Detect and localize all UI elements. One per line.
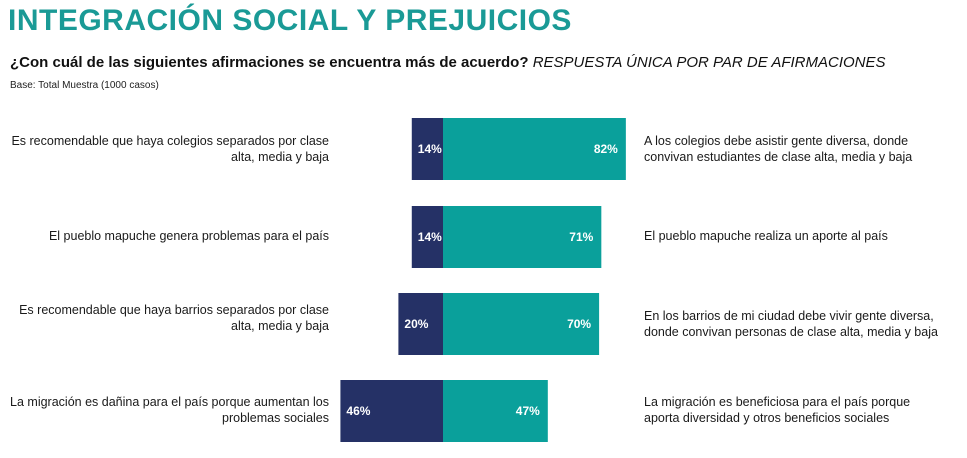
bar-right-3 [443, 293, 600, 355]
bar-right-4 [443, 380, 548, 442]
right-statement-2: El pueblo mapuche realiza un aporte al p… [644, 229, 888, 243]
data-label-right-2: 71% [569, 230, 593, 244]
right-statement-4: La migración es beneficiosa para el país… [644, 395, 911, 425]
data-label-right-3: 70% [567, 317, 591, 331]
page-title: INTEGRACIÓN SOCIAL Y PREJUICIOS [8, 4, 572, 37]
left-statement-1: Es recomendable que haya colegios separa… [11, 134, 329, 164]
data-label-left-4: 46% [346, 404, 370, 418]
data-label-left-1: 14% [418, 142, 442, 156]
bar-right-2 [443, 206, 602, 268]
question-note: RESPUESTA ÚNICA POR PAR DE AFIRMACIONES [532, 54, 886, 71]
question-text: ¿Con cuál de las siguientes afirmaciones… [10, 54, 529, 71]
data-label-right-4: 47% [516, 404, 540, 418]
bar-left-4 [340, 380, 443, 442]
left-statement-3: Es recomendable que haya barrios separad… [19, 303, 329, 333]
bar-left-3 [398, 293, 443, 355]
sample-base-note: Base: Total Muestra (1000 casos) [10, 80, 159, 91]
right-statement-3: En los barrios de mi ciudad debe vivir g… [644, 309, 938, 339]
data-label-left-2: 14% [418, 230, 442, 244]
bar-left-1 [411, 118, 443, 180]
left-statement-4: La migración es dañina para el país porq… [10, 395, 329, 425]
data-label-right-1: 82% [594, 142, 618, 156]
bar-left-2 [411, 206, 443, 268]
left-statement-2: El pueblo mapuche genera problemas para … [48, 229, 329, 243]
right-statement-1: A los colegios debe asistir gente divers… [644, 134, 913, 164]
data-label-left-3: 20% [404, 317, 428, 331]
survey-question: ¿Con cuál de las siguientes afirmaciones… [10, 54, 886, 71]
bar-right-1 [443, 118, 626, 180]
